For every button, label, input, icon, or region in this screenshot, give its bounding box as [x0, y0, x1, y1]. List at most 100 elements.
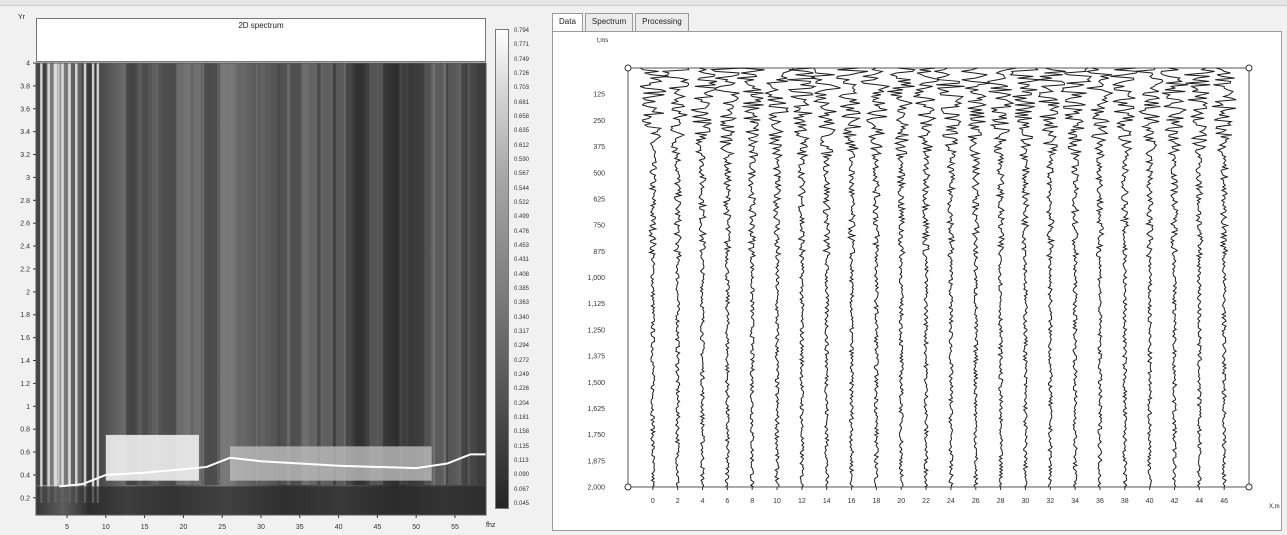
- tab-data[interactable]: Data: [552, 13, 583, 32]
- heatmap-streak: [357, 63, 366, 485]
- seismic-trace: [710, 67, 743, 488]
- heatmap-streak: [430, 63, 435, 485]
- heatmap-streak: [369, 63, 378, 485]
- tab-processing[interactable]: Processing: [635, 13, 689, 31]
- heatmap-streak: [96, 63, 100, 503]
- time-tick-label: 2,000: [587, 485, 605, 492]
- colorbar: [495, 29, 509, 509]
- trace-tick-label: 18: [873, 498, 881, 505]
- heatmap-streak: [376, 63, 384, 485]
- colorbar-tick-label: 0.249: [514, 372, 530, 378]
- heatmap-streak: [204, 63, 218, 485]
- y-tick-label: 0.8: [20, 427, 30, 434]
- heatmap-streak: [68, 63, 71, 503]
- colorbar-tick-label: 0.135: [514, 443, 530, 450]
- heatmap-streak: [40, 63, 43, 503]
- trace-tick-label: 44: [1195, 498, 1203, 505]
- heatmap-streak: [54, 63, 57, 503]
- colorbar-tick-label: 0.771: [514, 42, 530, 49]
- trace-tick-label: 34: [1071, 498, 1079, 505]
- time-unit-label: t,ms: [597, 38, 609, 44]
- x-tick-label: 45: [373, 524, 381, 531]
- dispersion-curve: [59, 453, 486, 488]
- heatmap-streak: [256, 63, 259, 485]
- spectrum-panel: 0.2 0.4 0.6 0.8 1 1.2 1.4 1.6 1.8 2 2.2 2.4 2.6 2.8 3 3…: [0, 8, 545, 535]
- corner-handle: [624, 483, 632, 491]
- trace-tick-label: 20: [897, 498, 905, 505]
- colorbar-tick-label: 0.340: [514, 314, 530, 321]
- energy-band: [36, 486, 486, 515]
- heatmap-streak: [403, 63, 409, 485]
- trace-tick-label: 0: [651, 498, 655, 505]
- colorbar-tick-label: 0.408: [514, 271, 530, 278]
- heatmap-streak: [59, 63, 71, 485]
- time-tick-label: 1,000: [587, 275, 605, 282]
- seismic-trace: [913, 67, 941, 488]
- x-tick-label: 50: [412, 524, 420, 531]
- y-axis-title: Yr: [18, 14, 25, 21]
- seismic-trace: [1110, 67, 1140, 488]
- colorbar-tick-label: 0.294: [514, 343, 530, 350]
- heatmap-streak: [47, 63, 54, 485]
- tab-bar: Data Spectrum Processing: [552, 13, 691, 32]
- seismic-record-chart[interactable]: 125 250 375 500 625 750 875 1,000 1,125 1,250 1,37…: [553, 32, 1283, 532]
- colorbar-tick-label: 0.385: [514, 286, 530, 292]
- seismic-trace: [1085, 67, 1114, 488]
- seismic-trace: [690, 67, 718, 488]
- corner-handle: [1245, 483, 1253, 491]
- data-panel: Data Spectrum Processing 125 250 375 500 625…: [552, 8, 1287, 535]
- heatmap-streak: [228, 63, 235, 485]
- record-frame: [627, 67, 1250, 488]
- heatmap-streak: [270, 63, 280, 485]
- time-tick-label: 1,250: [587, 327, 605, 334]
- heatmap-streak: [467, 63, 470, 485]
- seismic-trace: [986, 67, 1017, 488]
- trace-tick-label: 36: [1096, 498, 1104, 505]
- x-axis-title: fhz: [486, 522, 496, 529]
- trace-tick-label: 16: [848, 498, 856, 505]
- seismic-trace: [1009, 67, 1041, 488]
- trace-unit-label: X,m: [1269, 504, 1280, 510]
- seismic-trace: [810, 67, 841, 488]
- seismic-trace: [787, 67, 817, 488]
- x-tick-label: 55: [451, 524, 459, 531]
- trace-tick-label: 6: [725, 498, 729, 505]
- spectrum-heatmap-chart[interactable]: 0.2 0.4 0.6 0.8 1 1.2 1.4 1.6 1.8 2 2.2 2.4 2.6 2.8 3 3…: [0, 8, 545, 535]
- heatmap-streak: [280, 63, 291, 485]
- heatmap-streak: [399, 63, 403, 485]
- heatmap-streak: [424, 63, 434, 485]
- window-top-strip: [0, 0, 1287, 6]
- time-tick-label: 625: [593, 196, 605, 203]
- spectrum-title: 2D spectrum: [36, 18, 486, 62]
- heatmap-streak: [435, 63, 444, 485]
- trace-tick-label: 2: [676, 498, 680, 505]
- y-tick-label: 1.4: [20, 358, 30, 365]
- heatmap-streak: [345, 63, 359, 485]
- tab-spectrum[interactable]: Spectrum: [584, 13, 634, 31]
- heatmap-streak: [91, 63, 95, 503]
- seismic-trace: [934, 67, 965, 488]
- seismic-trace: [961, 67, 991, 488]
- colorbar-tick-label: 0.204: [514, 400, 530, 407]
- heatmap-streak: [147, 63, 159, 485]
- seismic-trace: [887, 67, 916, 488]
- time-tick-label: 1,875: [587, 458, 605, 465]
- seismic-trace: [763, 67, 794, 487]
- y-tick-label: 4: [26, 61, 30, 68]
- trace-tick-label: 12: [798, 498, 806, 505]
- time-tick-label: 1,125: [587, 301, 605, 308]
- heatmap-streak: [302, 63, 307, 485]
- colorbar-tick-label: 0.363: [514, 300, 530, 307]
- x-tick-label: 5: [65, 524, 69, 531]
- trace-tick-label: 22: [922, 498, 930, 505]
- y-tick-label: 1: [26, 404, 30, 411]
- x-tick-label: 15: [141, 524, 149, 531]
- time-tick-label: 375: [593, 144, 605, 151]
- trace-tick-label: 40: [1146, 498, 1154, 505]
- colorbar-tick-label: 0.476: [514, 228, 530, 235]
- time-tick-label: 125: [593, 92, 605, 99]
- heatmap-streak: [237, 63, 241, 485]
- y-tick-label: 3.6: [20, 106, 30, 113]
- seismic-trace: [1135, 67, 1164, 488]
- seismic-trace: [1184, 67, 1215, 488]
